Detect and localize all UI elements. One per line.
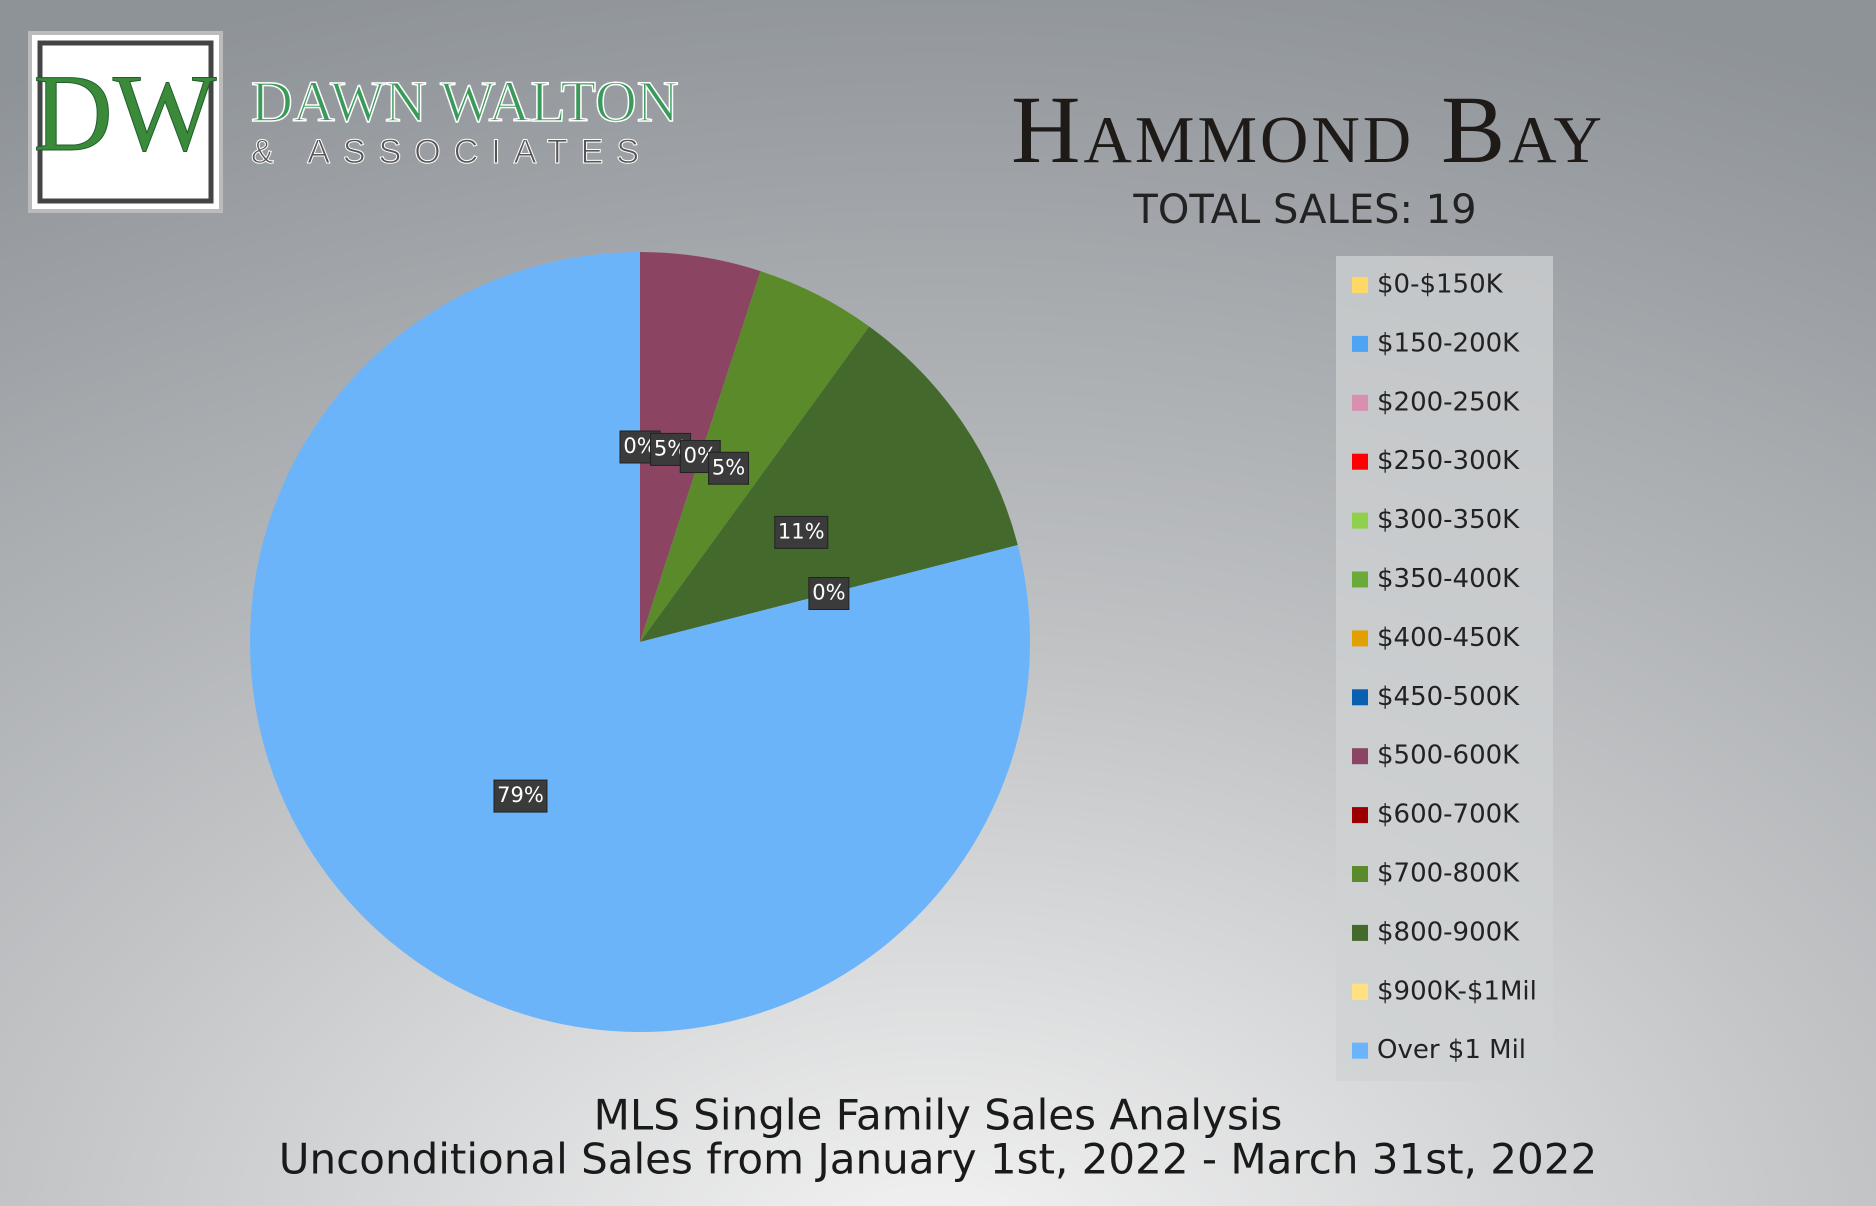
legend-label: $700-800K — [1377, 859, 1520, 889]
legend-swatch — [1352, 1042, 1368, 1059]
data-label: 0% — [812, 581, 845, 605]
legend-label: Over $1 Mil — [1377, 1035, 1526, 1065]
legend-label: $250-300K — [1377, 446, 1520, 476]
legend-label: $300-350K — [1377, 505, 1520, 535]
legend-swatch — [1352, 571, 1368, 588]
legend-label: $450-500K — [1377, 682, 1520, 712]
legend-box — [1336, 256, 1553, 1081]
legend-swatch — [1352, 630, 1368, 647]
legend-swatch — [1352, 394, 1368, 411]
legend-label: $600-700K — [1377, 800, 1520, 830]
legend-swatch — [1352, 689, 1368, 706]
chart-title: Hammond Bay — [1011, 76, 1605, 183]
legend-swatch — [1352, 748, 1368, 765]
legend-label: $800-900K — [1377, 917, 1520, 947]
logo-frame — [28, 31, 223, 213]
footer-line: Unconditional Sales from January 1st, 20… — [279, 1135, 1597, 1184]
legend-swatch — [1352, 335, 1368, 352]
logo-name: DAWN WALTON — [251, 69, 679, 134]
data-label: 79% — [497, 783, 544, 807]
data-label-box — [808, 577, 850, 611]
data-label-box — [493, 779, 548, 813]
legend-swatch — [1352, 277, 1368, 293]
legend-label: $200-250K — [1377, 387, 1520, 417]
legend-label: $0-$150K — [1377, 270, 1504, 300]
pie-slice — [250, 252, 1030, 1032]
legend-swatch — [1352, 512, 1368, 529]
legend-label: $900K-$1Mil — [1377, 976, 1537, 1006]
legend-swatch — [1352, 453, 1368, 470]
legend-swatch — [1352, 983, 1368, 1000]
pie-slice — [640, 271, 870, 642]
legend-swatch — [1352, 866, 1368, 882]
chart-subtitle: TOTAL SALES: 19 — [1132, 187, 1476, 233]
footer-line: MLS Single Family Sales Analysis — [594, 1091, 1283, 1140]
data-label-box — [774, 515, 829, 549]
logo-monogram: DW — [33, 52, 216, 174]
legend-label: $400-450K — [1377, 623, 1520, 653]
data-label: 11% — [778, 519, 825, 543]
pie-slice — [640, 326, 1018, 642]
legend-label: $150-200K — [1377, 328, 1520, 358]
legend-swatch — [1352, 924, 1368, 941]
legend-label: $350-400K — [1377, 564, 1520, 594]
logo-sub: & ASSOCIATES — [251, 133, 652, 171]
legend-swatch — [1352, 807, 1368, 824]
logo-inner — [37, 40, 214, 204]
legend-label: $500-600K — [1377, 741, 1520, 771]
data-label: 5% — [712, 455, 745, 479]
data-label-box — [708, 451, 750, 485]
